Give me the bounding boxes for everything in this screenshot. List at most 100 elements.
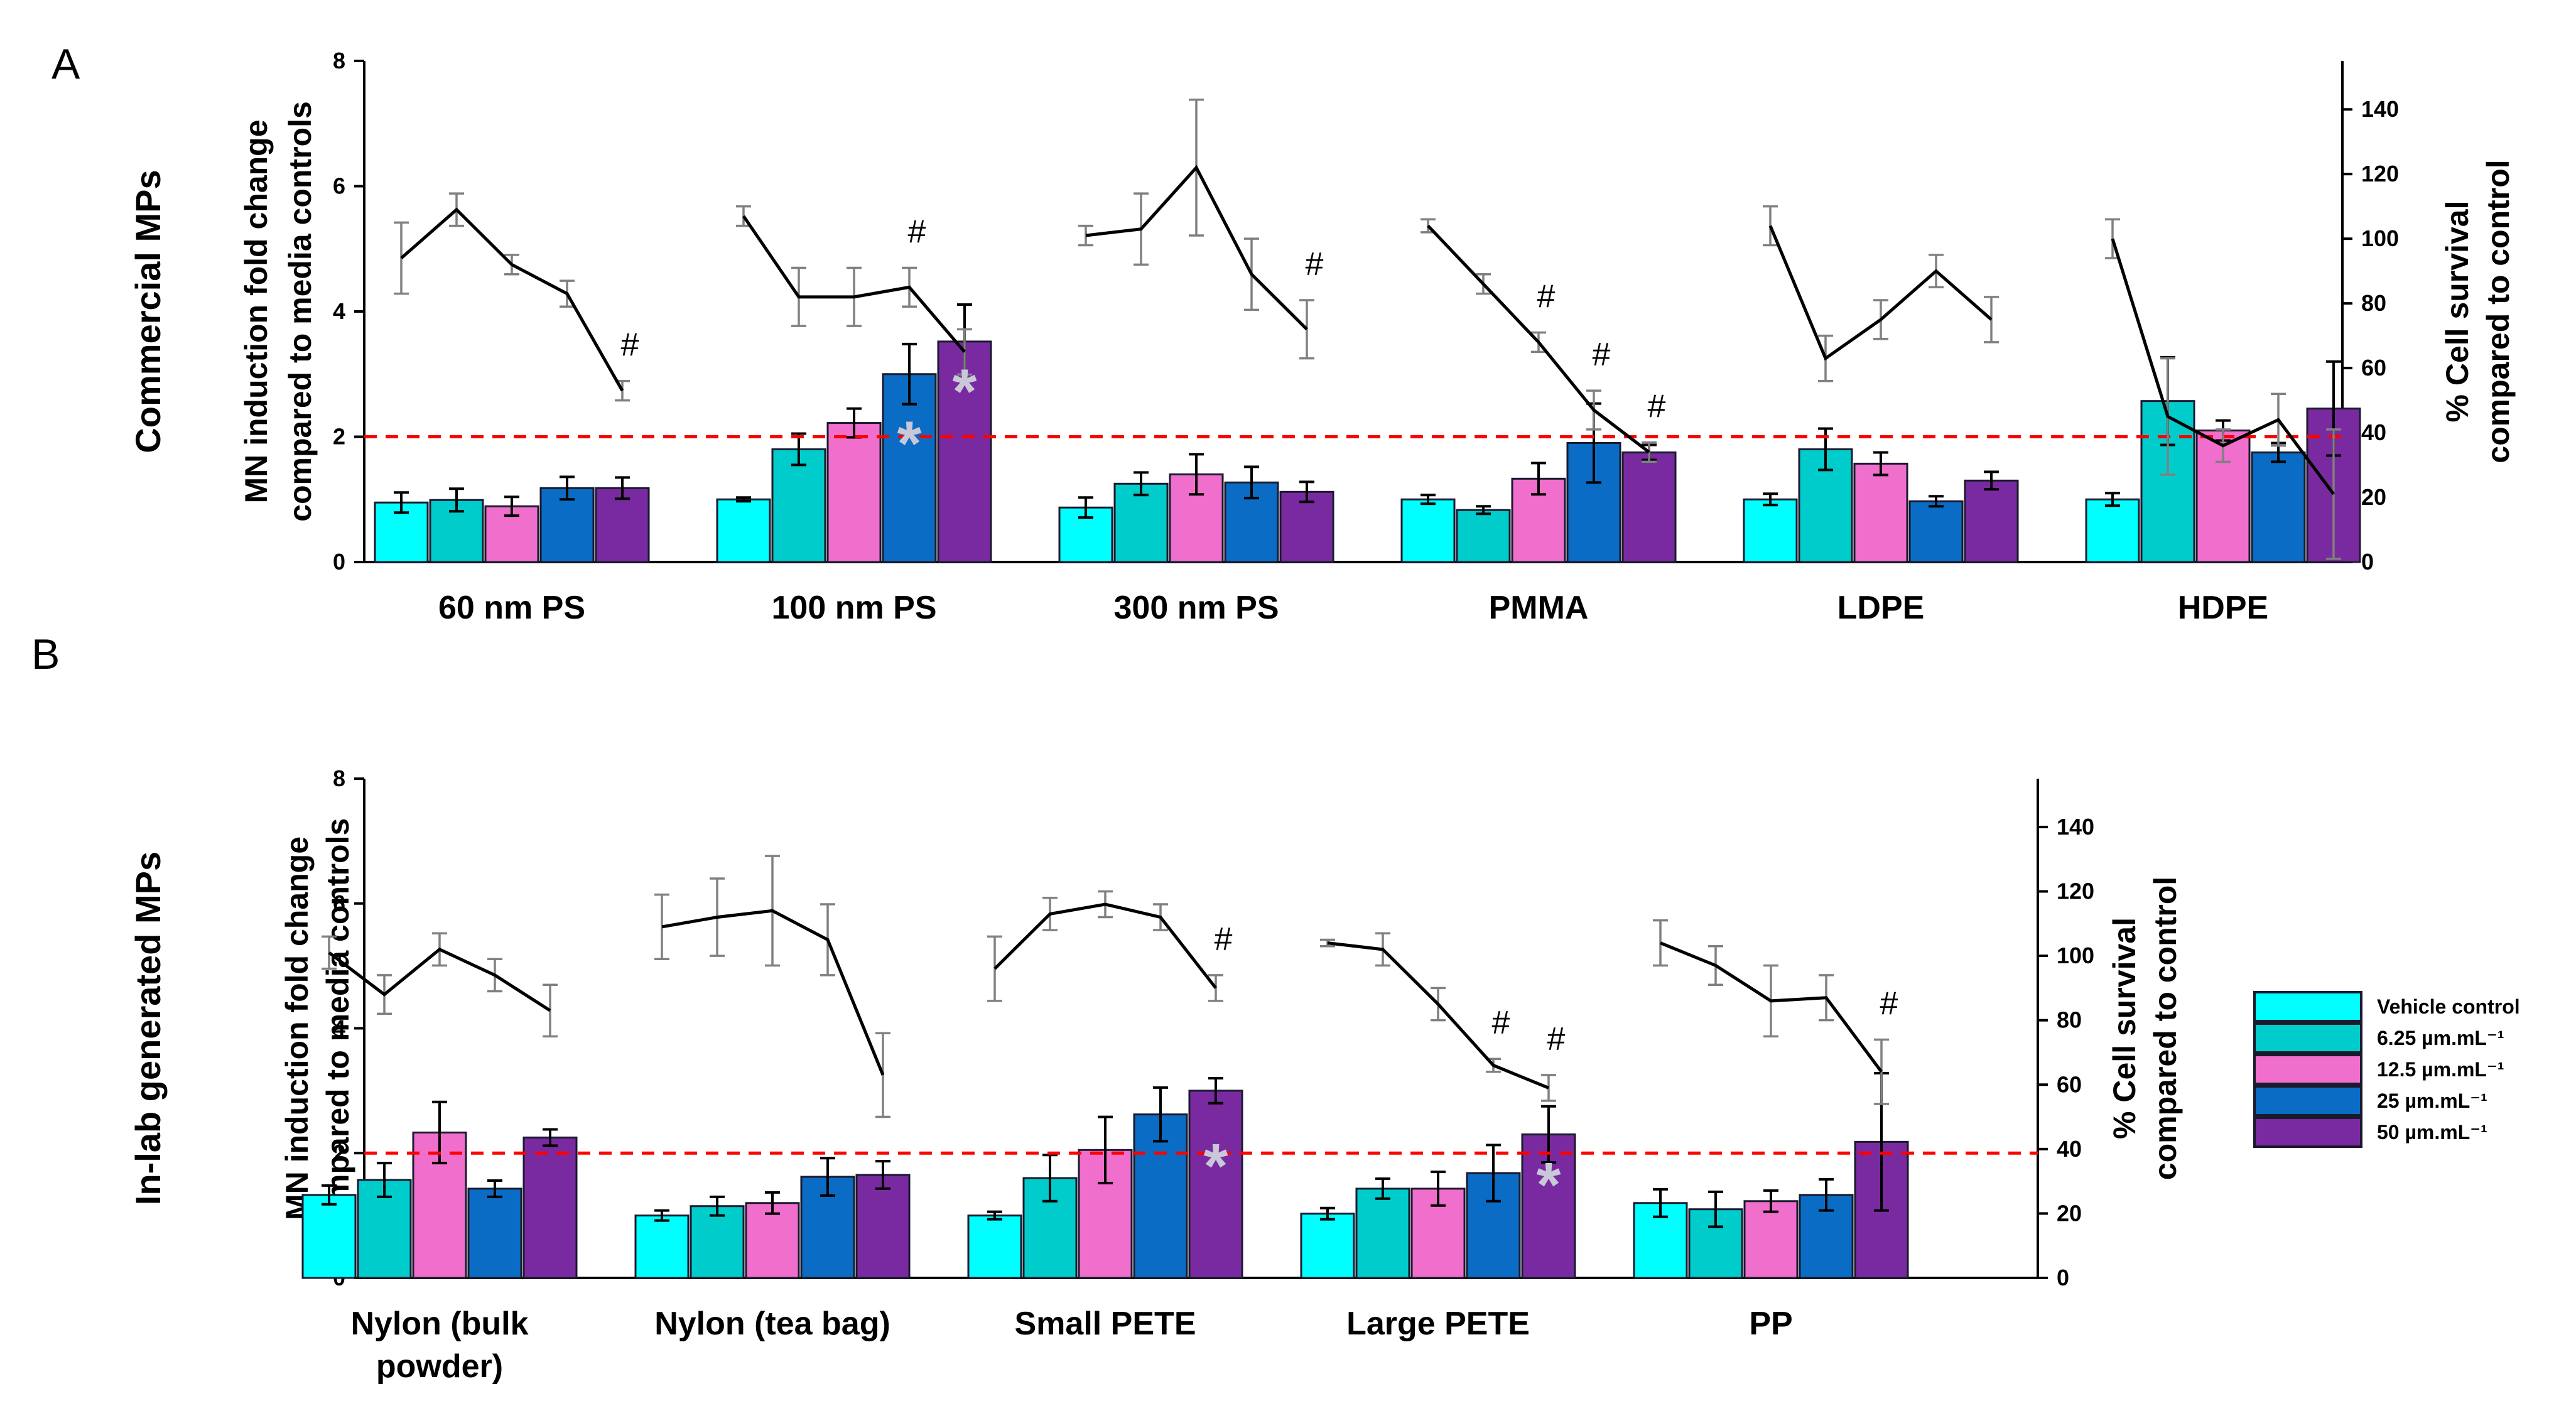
bar — [690, 1205, 745, 1279]
legend-label: Vehicle control — [2377, 995, 2520, 1018]
significance-hash: # — [1648, 389, 1666, 425]
bar — [855, 1174, 911, 1279]
panel-title: Commercial MPs — [128, 170, 168, 453]
y-tick-label-left: 4 — [333, 298, 345, 324]
category-label-line2: powder) — [376, 1348, 503, 1385]
bar — [1113, 482, 1169, 563]
bar — [634, 1214, 690, 1279]
bar — [1300, 1213, 1355, 1279]
y-tick-label-right: 100 — [2361, 225, 2399, 251]
significance-asterisk: * — [897, 408, 922, 479]
category-label: 60 nm PS — [438, 590, 585, 626]
category-label: PMMA — [1489, 590, 1589, 626]
bar — [1743, 498, 1798, 563]
bar — [1400, 498, 1456, 563]
y-tick-label-left: 0 — [333, 549, 345, 575]
y-tick-label-left: 6 — [333, 173, 345, 199]
survival-line — [1660, 941, 1883, 1073]
category-label: LDPE — [1837, 590, 1925, 626]
category-label: HDPE — [2178, 590, 2268, 626]
y-tick-label-right: 0 — [2057, 1265, 2069, 1290]
y-tick-label-right: 20 — [2361, 484, 2386, 510]
legend-swatch — [2253, 1085, 2362, 1117]
category-label: Nylon (bulk — [350, 1306, 528, 1342]
bar — [2085, 498, 2140, 563]
bar — [1964, 479, 2019, 563]
bar — [967, 1214, 1022, 1279]
significance-asterisk: * — [1204, 1131, 1228, 1201]
bar — [1279, 490, 1334, 563]
y-tick-label-left: 2 — [333, 1140, 345, 1166]
category-label: Small PETE — [1015, 1306, 1196, 1342]
y-tick-label-right: 80 — [2361, 290, 2386, 316]
significance-hash: # — [1880, 985, 1898, 1022]
bar — [745, 1202, 800, 1279]
legend-label: 6.25 µm.mL⁻¹ — [2377, 1027, 2504, 1049]
panel-a: A Commercial MPs MN induction fold change c… — [51, 40, 2516, 626]
y-axis-label-right-line1: % Cell survival — [2107, 917, 2142, 1139]
significance-hash: # — [1593, 337, 1611, 373]
survival-line — [1427, 224, 1650, 453]
y-tick-label-left: 2 — [333, 424, 345, 450]
significance-hash: # — [1547, 1021, 1566, 1058]
survival-line — [1085, 165, 1308, 331]
significance-hash: # — [1306, 246, 1324, 283]
y-axis-label-right-line2: compared to control — [2481, 160, 2516, 463]
survival-line — [328, 947, 551, 1012]
y-axis-label-left-line1: MN induction fold change — [279, 836, 315, 1220]
bar — [2251, 451, 2306, 563]
significance-hash: # — [1215, 921, 1233, 958]
y-tick-label-right: 120 — [2057, 879, 2094, 904]
y-tick-label-right: 40 — [2057, 1136, 2082, 1162]
y-tick-label-right: 140 — [2361, 96, 2399, 122]
y-tick-label-right: 100 — [2057, 943, 2094, 968]
panel-letter: B — [31, 630, 60, 678]
y-tick-label-right: 20 — [2057, 1200, 2082, 1226]
y-tick-label-right: 120 — [2361, 161, 2399, 187]
y-tick-label-left: 8 — [333, 765, 345, 791]
bar — [301, 1194, 357, 1279]
legend-swatch — [2253, 1022, 2362, 1054]
panel-letter: A — [51, 40, 80, 88]
y-axis-label-right-line2: compared to control — [2148, 877, 2183, 1180]
y-tick-label-left: 4 — [333, 1015, 345, 1041]
survival-line — [742, 215, 966, 353]
legend-swatch — [2253, 991, 2362, 1022]
y-tick-label-right: 60 — [2057, 1071, 2082, 1097]
survival-line — [400, 207, 624, 392]
bar — [1188, 1090, 1243, 1279]
bar — [1908, 500, 1964, 563]
y-tick-label-right: 0 — [2361, 549, 2374, 575]
category-label: 100 nm PS — [771, 590, 936, 626]
y-tick-label-right: 140 — [2057, 814, 2094, 840]
significance-asterisk: * — [953, 357, 977, 427]
category-label: Nylon (tea bag) — [654, 1306, 890, 1342]
y-axis-label-left-line1: MN induction fold change — [239, 119, 274, 503]
bar — [1743, 1200, 1799, 1279]
legend-swatch — [2253, 1117, 2362, 1148]
legend-label: 50 µm.mL⁻¹ — [2377, 1121, 2487, 1144]
y-tick-label-right: 60 — [2361, 355, 2386, 381]
significance-hash: # — [621, 327, 639, 364]
significance-hash: # — [1492, 1005, 1510, 1041]
bar — [1621, 451, 1677, 563]
category-label: 300 nm PS — [1113, 590, 1279, 626]
category-label: Large PETE — [1346, 1306, 1530, 1342]
survival-line — [661, 909, 885, 1076]
bar — [1456, 509, 1511, 563]
y-tick-label-left: 8 — [333, 48, 345, 73]
bar — [467, 1187, 522, 1279]
legend-swatch — [2253, 1054, 2362, 1085]
panel-b: B In-lab generated MPs MN induction fold c… — [31, 630, 2520, 1385]
bar — [1853, 462, 1908, 563]
significance-hash: # — [908, 214, 926, 250]
bar — [522, 1136, 578, 1279]
y-tick-label-right: 40 — [2361, 419, 2386, 445]
y-axis-label-left-line2: compared to media controls — [283, 101, 318, 522]
survival-line — [1327, 941, 1549, 1090]
panel-title: In-lab generated MPs — [128, 852, 168, 1205]
significance-asterisk: * — [1537, 1150, 1561, 1220]
legend-label: 12.5 µm.mL⁻¹ — [2377, 1058, 2504, 1081]
